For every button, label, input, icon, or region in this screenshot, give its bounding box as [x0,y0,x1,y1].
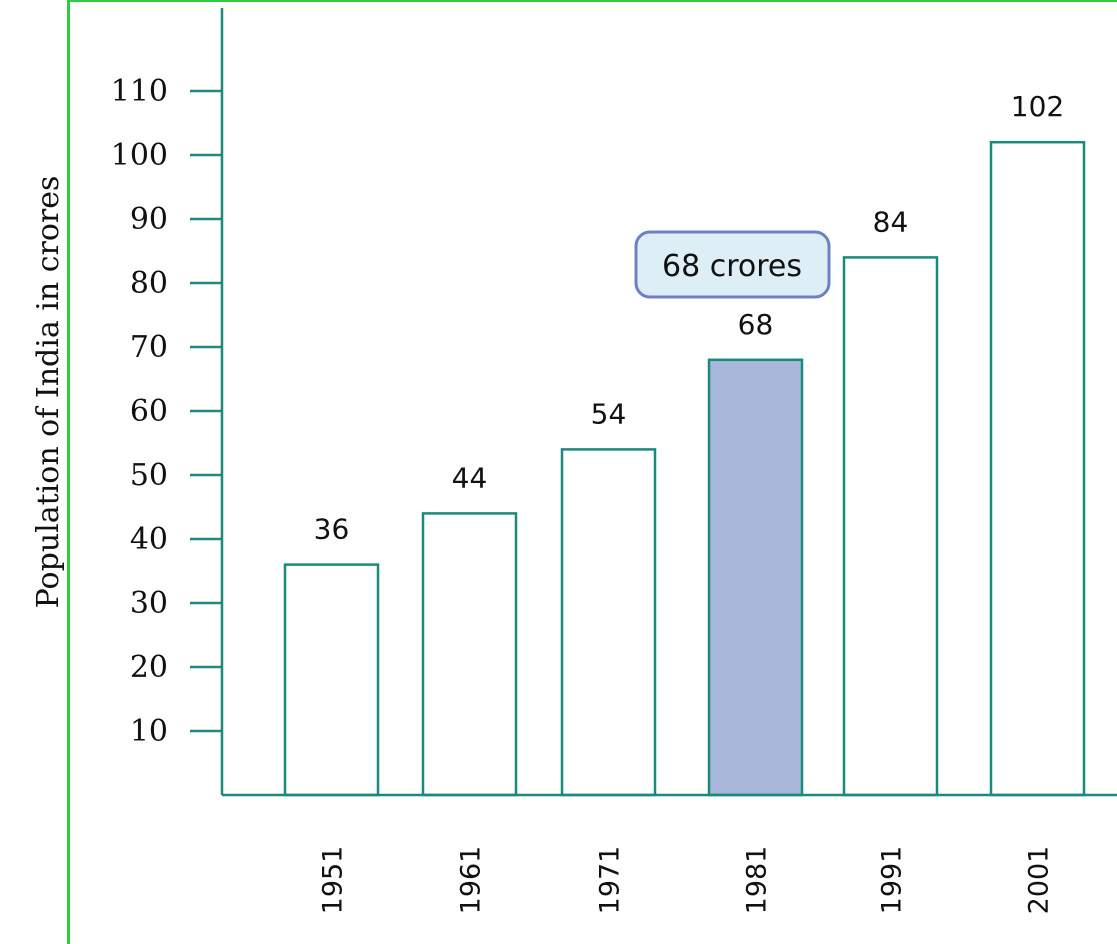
data-label-1971: 54 [591,397,627,430]
labels-layer: 36 1951 44 1961 54 1971 68 1981 84 1991 102 2001 [314,90,1065,914]
y-ticks-layer: 10 20 30 40 50 60 70 80 90 100 110 [111,74,222,749]
page-frame-top [68,0,1117,2]
data-label-2001: 102 [1011,90,1064,123]
x-tick-label-1971: 1971 [595,846,626,915]
y-tick-label: 20 [130,650,168,685]
y-tick-label: 10 [130,714,168,749]
y-tick-label: 90 [130,202,168,237]
x-tick-label-1961: 1961 [456,846,487,915]
data-label-1981: 68 [738,308,774,341]
bar-1971 [560,448,657,797]
y-tick-label: 40 [130,522,168,557]
y-tick-label: 100 [111,138,168,173]
y-tick-label: 30 [130,586,168,621]
x-tick-label-2001: 2001 [1024,846,1055,915]
bar-1991 [842,256,939,797]
bars-layer [283,140,1086,797]
bar-2001 [989,140,1086,797]
y-tick-label: 80 [130,266,168,301]
y-tick-label: 50 [130,458,168,493]
callout-box [634,230,831,299]
y-axis-label: Population of India in crores [31,176,66,609]
y-tick-label: 70 [130,330,168,365]
y-tick-label: 110 [111,74,168,109]
data-label-1961: 44 [452,461,488,494]
callout-text: 68 crores [662,249,802,284]
bar-1961 [421,512,518,797]
x-tick-label-1951: 1951 [318,846,349,915]
y-tick-label: 60 [130,394,168,429]
bar-1981 [707,358,804,797]
data-label-1951: 36 [314,513,350,546]
x-tick-label-1991: 1991 [877,846,908,915]
x-tick-label-1981: 1981 [742,846,773,915]
page-frame-left [67,0,70,944]
callout: 68 crores [634,230,831,299]
data-label-1991: 84 [873,205,909,238]
bar-1951 [283,563,380,797]
